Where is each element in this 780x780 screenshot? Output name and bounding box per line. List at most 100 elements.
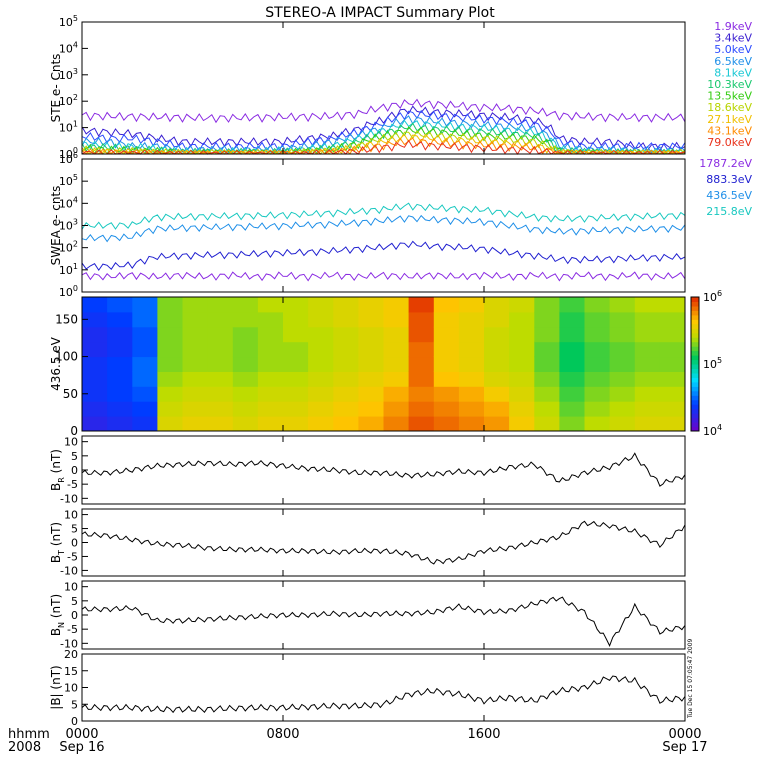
pad-cell-10-7 (333, 311, 359, 328)
pad-cell-13-3 (408, 371, 435, 387)
pad-cell-5-0 (207, 416, 234, 432)
ste-legend-3: 6.5keV (714, 55, 752, 68)
pad-colorbar-seg-6 (691, 399, 699, 405)
pad-cell-9-0 (308, 416, 334, 432)
bmag-yticklabel-3: 15 (64, 665, 78, 678)
pad-cell-16-4 (484, 356, 510, 372)
pad-cell-0-6 (82, 326, 108, 343)
pad-cell-20-5 (584, 341, 611, 358)
pad-colorbar-seg-21 (691, 332, 699, 338)
bt-yticklabel-2: 0 (71, 537, 78, 550)
pad-cell-21-7 (609, 311, 636, 328)
pad-cell-10-2 (333, 386, 359, 402)
pad-cell-11-8 (358, 297, 384, 313)
pad-cell-18-7 (534, 311, 560, 328)
pad-cell-1-7 (107, 311, 133, 328)
xaxis-date-0: Sep 16 (59, 740, 104, 755)
pad-cell-4-4 (182, 356, 209, 372)
pad-cell-2-4 (132, 356, 158, 372)
pad-cell-13-6 (408, 326, 435, 343)
ste-legend-10: 79.0keV (707, 136, 752, 149)
pad-cell-20-3 (584, 371, 611, 387)
pad-cell-4-0 (182, 416, 209, 432)
pad-cell-11-2 (358, 386, 384, 402)
pad-cell-8-1 (283, 401, 309, 417)
pad-cell-15-4 (458, 356, 485, 372)
pad-cell-3-4 (157, 356, 183, 372)
pad-cell-15-0 (458, 416, 485, 432)
pad-cell-2-3 (132, 371, 158, 387)
pad-yticklabel-2: 100 (55, 350, 78, 364)
pad-cell-4-8 (182, 297, 209, 313)
pad-cell-21-8 (609, 297, 636, 313)
pad-cell-4-1 (182, 401, 209, 417)
pad-cell-6-0 (232, 416, 259, 432)
pad-frame (81, 296, 686, 432)
pad-cell-15-8 (458, 297, 485, 313)
pad-colorbar-seg-12 (691, 372, 699, 378)
pad-cell-20-0 (584, 416, 611, 432)
pad-cell-1-2 (107, 386, 133, 402)
pad-cell-13-7 (408, 311, 435, 328)
pad-cell-5-1 (207, 401, 234, 417)
swea-series-3 (81, 202, 686, 230)
swea-ylabel: SWEA e- cnts (49, 186, 63, 266)
pad-cell-11-6 (358, 326, 384, 343)
ste-legend-9: 43.1keV (707, 124, 752, 137)
pad-cell-2-1 (132, 401, 158, 417)
pad-yticklabel-0: 0 (70, 424, 78, 438)
br-yticklabel-4: 10 (64, 436, 78, 449)
pad-cell-19-6 (559, 326, 585, 343)
pad-cell-9-7 (308, 311, 334, 328)
pad-cell-2-6 (132, 326, 158, 343)
swea-yticklabel-5: 105 (59, 173, 78, 188)
pad-cell-1-4 (107, 356, 133, 372)
pad-cell-13-0 (408, 416, 435, 432)
pad-colorbar-seg-1 (691, 422, 699, 428)
pad-colorbar-seg-7 (691, 395, 699, 401)
pad-cell-19-2 (559, 386, 585, 402)
pad-cell-5-7 (207, 311, 234, 328)
pad-cell-7-0 (257, 416, 284, 432)
xaxis-label-3: 0000 (668, 727, 701, 742)
pad-cell-21-3 (609, 371, 636, 387)
pad-cell-20-2 (584, 386, 611, 402)
bt-yticklabel-1: -5 (67, 550, 78, 563)
pad-cell-9-8 (308, 297, 334, 313)
bn-yticklabel-1: -5 (67, 623, 78, 636)
pad-cell-20-8 (584, 297, 611, 313)
pad-colorbar-seg-19 (691, 341, 699, 347)
pad-cell-12-6 (383, 326, 410, 343)
pad-cell-21-2 (609, 386, 636, 402)
pad-cell-20-4 (584, 356, 611, 372)
pad-cell-16-1 (484, 401, 510, 417)
pad-cell-22-1 (634, 401, 661, 417)
bt-yticklabel-3: 5 (71, 523, 78, 536)
ste-ylabel: STE e- Cnts (49, 54, 63, 123)
pad-cell-7-1 (257, 401, 284, 417)
pad-cell-19-0 (559, 416, 585, 432)
pad-cell-18-5 (534, 341, 560, 358)
pad-cell-10-6 (333, 326, 359, 343)
swea-legend-3: 215.8eV (706, 205, 752, 218)
pad-colorbar-seg-18 (691, 346, 699, 352)
pad-cell-12-5 (383, 341, 410, 358)
pad-cell-23-1 (659, 401, 686, 417)
swea-legend-1: 883.3eV (706, 173, 752, 186)
swea-yticklabel-3: 103 (59, 218, 78, 233)
pad-cell-18-8 (534, 297, 560, 313)
br-frame (81, 435, 686, 505)
ste-legend-7: 18.6keV (707, 101, 752, 114)
run-timestamp: Tue Dec 15 07:05:47 2009 (687, 638, 694, 719)
pad-cell-12-8 (383, 297, 410, 313)
pad-cell-4-6 (182, 326, 209, 343)
pad-colorbar-label-0: 104 (703, 423, 722, 438)
pad-cell-3-5 (157, 341, 183, 358)
pad-colorbar-seg-14 (691, 364, 699, 369)
xaxis-label-0: 0000 (65, 727, 98, 742)
pad-colorbar-seg-23 (691, 323, 699, 329)
pad-cell-17-5 (509, 341, 535, 358)
pad-cell-22-6 (634, 326, 661, 343)
